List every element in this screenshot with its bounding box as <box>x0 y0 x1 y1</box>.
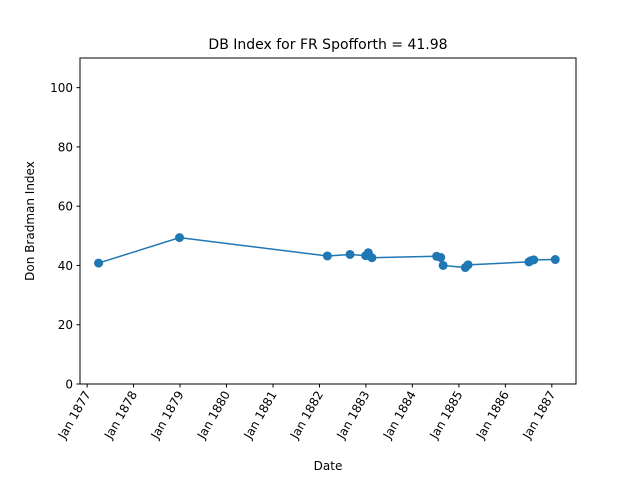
y-axis: 0 20 40 60 80 100 <box>50 81 80 392</box>
x-axis-label: Date <box>314 459 343 473</box>
data-point <box>322 251 332 261</box>
y-tick-label: 0 <box>65 378 73 392</box>
x-tick-label: Jan 1877 <box>55 389 94 443</box>
x-tick-label: Jan 1881 <box>241 389 280 443</box>
chart-title: DB Index for FR Spofforth = 41.98 <box>208 37 447 53</box>
x-tick-label: Jan 1886 <box>473 389 512 443</box>
plot-frame <box>79 57 577 385</box>
x-tick-label: Jan 1878 <box>101 389 140 443</box>
x-tick-label: Jan 1885 <box>426 389 465 443</box>
y-tick-label: 40 <box>58 259 73 273</box>
x-axis: Jan 1877 Jan 1878 Jan 1879 Jan 1880 Jan 1881… <box>55 384 558 443</box>
y-axis-label: Don Bradman Index <box>23 161 37 281</box>
data-point <box>175 233 185 243</box>
y-tick-label: 100 <box>50 81 73 95</box>
data-point <box>463 260 473 270</box>
y-tick-label: 20 <box>58 318 73 332</box>
plot-layer <box>94 233 560 273</box>
x-tick-label: Jan 1884 <box>380 389 419 443</box>
data-point <box>367 253 377 263</box>
data-point <box>345 249 355 259</box>
data-point <box>550 255 560 265</box>
data-point <box>94 258 104 268</box>
y-tick-label: 80 <box>58 140 73 154</box>
data-point <box>436 252 446 262</box>
x-tick-label: Jan 1880 <box>194 389 233 443</box>
x-tick-label: Jan 1879 <box>148 389 187 443</box>
x-tick-label: Jan 1882 <box>287 389 326 443</box>
x-tick-label: Jan 1883 <box>333 389 372 443</box>
x-tick-label: Jan 1887 <box>519 389 558 443</box>
data-point <box>438 260 448 270</box>
y-tick-label: 60 <box>58 200 73 214</box>
data-point <box>529 255 539 265</box>
